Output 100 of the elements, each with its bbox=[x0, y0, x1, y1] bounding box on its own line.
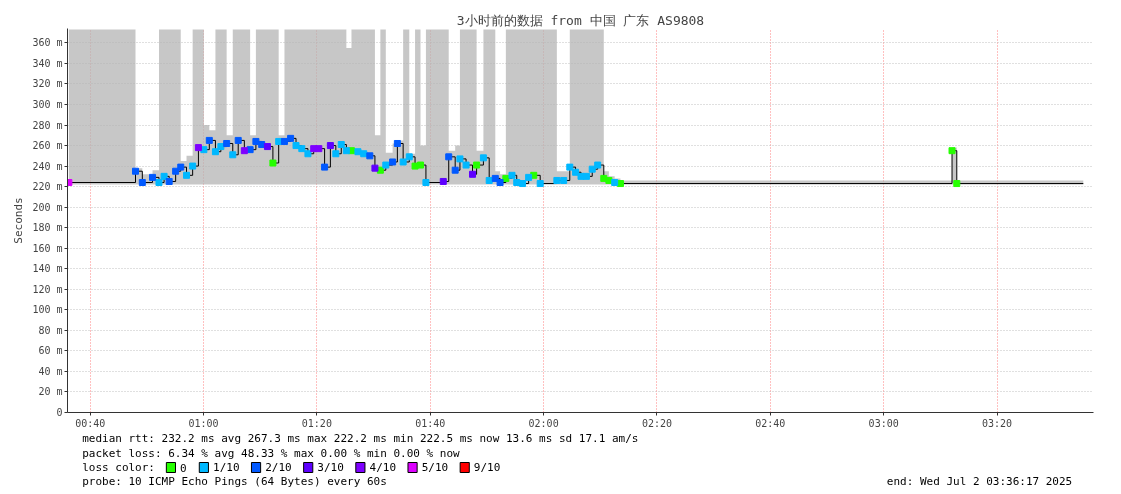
point bbox=[183, 171, 191, 179]
point bbox=[469, 170, 477, 178]
point bbox=[953, 180, 961, 188]
point bbox=[211, 148, 219, 156]
point bbox=[389, 158, 397, 166]
point bbox=[269, 159, 277, 167]
legend-label: 1/10 bbox=[213, 461, 240, 474]
point bbox=[948, 147, 956, 155]
y-tick-label: 120 m bbox=[32, 283, 63, 295]
point bbox=[292, 142, 300, 150]
point bbox=[513, 179, 521, 187]
point bbox=[566, 163, 574, 171]
point bbox=[582, 172, 590, 180]
point bbox=[496, 179, 504, 187]
x-tick-label: 03:00 bbox=[868, 417, 899, 429]
y-axis-title: Seconds bbox=[12, 197, 26, 244]
text: end: Wed Jul 2 03:36:17 2025 bbox=[886, 475, 1073, 488]
text: median rtt: 232.2 ms avg 267.3 ms max 222.2 ms min 222.5 ms now 13.6 ms sd 17.1 am/s bbox=[82, 432, 639, 445]
point bbox=[326, 142, 334, 150]
y-tick-label: 240 m bbox=[32, 160, 63, 172]
x-tick-label: 00:40 bbox=[75, 417, 106, 429]
y-tick-label: 220 m bbox=[32, 181, 63, 193]
point bbox=[525, 173, 533, 181]
y-tick-label: 340 m bbox=[32, 57, 63, 69]
y-tick-label: 200 m bbox=[32, 201, 63, 213]
point bbox=[205, 136, 213, 144]
point bbox=[382, 161, 390, 169]
y-tick-label: 260 m bbox=[32, 140, 63, 152]
point bbox=[479, 154, 487, 162]
point bbox=[342, 147, 350, 155]
legend-label: 2/10 bbox=[265, 461, 292, 474]
point bbox=[422, 179, 430, 187]
point bbox=[337, 141, 345, 149]
point bbox=[304, 150, 312, 158]
y-tick-label: 0 bbox=[56, 407, 63, 418]
y-tick-label: 280 m bbox=[32, 119, 63, 131]
y-tick-label: 80 m bbox=[38, 324, 63, 336]
point bbox=[229, 151, 237, 159]
y-tick-label: 20 m bbox=[38, 386, 63, 398]
point bbox=[234, 136, 242, 144]
y-tick-label: 300 m bbox=[32, 98, 63, 110]
point bbox=[371, 164, 379, 172]
point bbox=[572, 168, 580, 176]
point bbox=[263, 143, 271, 151]
point bbox=[393, 139, 401, 147]
legend-title: loss color: bbox=[82, 461, 155, 474]
point bbox=[611, 179, 619, 187]
point bbox=[149, 173, 157, 181]
point bbox=[240, 147, 248, 155]
point bbox=[132, 167, 140, 175]
y-tick-label: 60 m bbox=[38, 345, 63, 357]
point bbox=[616, 180, 624, 188]
x-tick-label: 02:40 bbox=[755, 417, 786, 429]
point bbox=[473, 161, 481, 169]
point bbox=[519, 180, 527, 188]
x-tick-label: 02:00 bbox=[528, 417, 559, 429]
point bbox=[354, 148, 362, 156]
legend-label: 4/10 bbox=[369, 461, 397, 474]
legend-label: 0 bbox=[180, 461, 187, 475]
point bbox=[223, 139, 231, 147]
point bbox=[194, 144, 202, 152]
text: probe: 10 ICMP Echo Pings (64 Bytes) every 60s bbox=[82, 475, 387, 488]
point bbox=[287, 134, 295, 142]
x-tick-label: 01:20 bbox=[301, 417, 332, 429]
legend-label: 9/10 bbox=[473, 461, 501, 474]
x-tick-label: 01:00 bbox=[188, 417, 219, 429]
point bbox=[321, 163, 329, 171]
x-tick-label: 01:40 bbox=[415, 417, 446, 429]
point bbox=[315, 145, 323, 153]
point bbox=[160, 172, 168, 180]
x-tick-label: 02:20 bbox=[641, 417, 673, 429]
point bbox=[485, 176, 493, 184]
chart-title: 3小时前的数据 from 中国 广东 AS9808 bbox=[456, 12, 705, 28]
point bbox=[138, 179, 146, 187]
point bbox=[462, 161, 470, 169]
y-tick-label: 100 m bbox=[32, 304, 63, 316]
point bbox=[246, 146, 254, 154]
point bbox=[417, 161, 424, 169]
y-tick-label: 320 m bbox=[32, 78, 63, 90]
y-tick-label: 180 m bbox=[32, 222, 63, 234]
point bbox=[411, 162, 419, 170]
x-tick-label: 03:20 bbox=[981, 417, 1013, 429]
point bbox=[588, 165, 596, 173]
point bbox=[189, 162, 197, 170]
legend-label: 5/10 bbox=[421, 461, 449, 474]
point bbox=[456, 155, 464, 163]
point bbox=[445, 153, 453, 161]
point bbox=[451, 166, 459, 174]
point bbox=[298, 145, 306, 153]
point bbox=[560, 176, 568, 184]
y-tick-label: 160 m bbox=[32, 242, 63, 254]
point bbox=[155, 179, 163, 187]
point bbox=[252, 137, 260, 145]
point bbox=[165, 177, 173, 185]
point bbox=[553, 176, 561, 184]
point bbox=[258, 141, 266, 149]
y-tick-label: 360 m bbox=[32, 37, 63, 49]
point bbox=[280, 137, 288, 145]
y-tick-label: 40 m bbox=[38, 365, 63, 377]
point bbox=[439, 177, 447, 185]
